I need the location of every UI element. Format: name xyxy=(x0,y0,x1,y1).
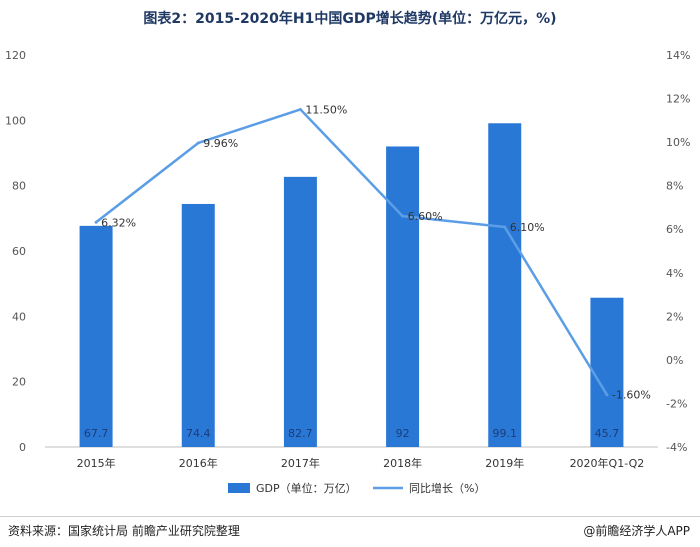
right-tick-label: 8% xyxy=(666,180,683,193)
growth-line-point xyxy=(605,393,609,397)
right-tick-label: 2% xyxy=(666,310,683,323)
right-tick-label: -2% xyxy=(666,397,687,410)
left-tick-label: 100 xyxy=(5,114,26,127)
growth-line-point xyxy=(503,225,507,229)
growth-line-label: 11.50% xyxy=(305,103,347,116)
combo-chart: 0 20 40 60 80 100 120 -4% -2% 0% 2% 4% 6% 8% 10% 12% 14… xyxy=(5,49,690,495)
left-tick-label: 0 xyxy=(19,441,26,454)
gdp-bar-label: 82.7 xyxy=(288,427,313,440)
gdp-bar-label: 45.7 xyxy=(595,427,620,440)
growth-line xyxy=(94,107,609,397)
gdp-bar-label: 74.4 xyxy=(186,427,211,440)
gdp-bar-labels: 67.7 74.4 82.7 92 99.1 45.7 xyxy=(84,427,619,440)
right-tick-label: 0% xyxy=(666,354,683,367)
left-tick-label: 60 xyxy=(12,245,26,258)
growth-line-point xyxy=(298,107,302,111)
gdp-bar-label: 92 xyxy=(396,427,410,440)
gdp-bar xyxy=(590,297,624,447)
x-tick-label: 2019年 xyxy=(485,456,524,470)
gdp-bar xyxy=(488,123,522,448)
legend-label-gdp: GDP（单位：万亿） xyxy=(256,481,357,495)
left-y-axis: 0 20 40 60 80 100 120 xyxy=(5,49,658,454)
left-tick-label: 120 xyxy=(5,49,26,62)
x-tick-label: 2015年 xyxy=(77,456,116,470)
source-note: 资料来源：国家统计局 前瞻产业研究院整理 xyxy=(8,524,240,538)
chart-title: 图表2：2015-2020年H1中国GDP增长趋势(单位：万亿元，%) xyxy=(143,11,557,27)
x-tick-label: 2016年 xyxy=(179,456,218,470)
growth-line-label: 6.32% xyxy=(101,216,136,229)
growth-line-label: 6.60% xyxy=(408,210,443,223)
right-y-axis: -4% -2% 0% 2% 4% 6% 8% 10% 12% 14% xyxy=(666,49,690,454)
x-tick-label: 2020年Q1-Q2 xyxy=(570,456,645,470)
gdp-bar xyxy=(79,225,113,447)
growth-line-label: 6.10% xyxy=(510,221,545,234)
x-tick-label: 2017年 xyxy=(281,456,320,470)
gdp-bar xyxy=(181,203,215,447)
growth-line-path xyxy=(95,108,608,396)
right-tick-label: 10% xyxy=(666,136,690,149)
growth-line-labels: 6.32% 9.96% 11.50% 6.60% 6.10% -1.60% xyxy=(101,103,651,401)
gdp-bar-label: 99.1 xyxy=(493,427,518,440)
x-axis-labels: 2015年 2016年 2017年 2018年 2019年 2020年Q1-Q2 xyxy=(77,456,645,470)
right-tick-label: -4% xyxy=(666,441,687,454)
legend-swatch-gdp xyxy=(228,483,250,493)
gdp-bars xyxy=(79,123,624,448)
growth-line-label: -1.60% xyxy=(612,389,651,402)
left-tick-label: 40 xyxy=(12,310,26,323)
growth-line-point xyxy=(196,141,200,145)
legend-label-growth: 同比增长（%） xyxy=(409,481,485,495)
gdp-bar xyxy=(386,146,420,447)
left-tick-label: 80 xyxy=(12,180,26,193)
credit: @前瞻经济学人APP xyxy=(583,524,690,538)
right-tick-label: 6% xyxy=(666,223,683,236)
right-tick-label: 14% xyxy=(666,49,690,62)
gdp-bar xyxy=(283,176,317,447)
right-tick-label: 4% xyxy=(666,267,683,280)
gdp-bar-label: 67.7 xyxy=(84,427,109,440)
x-tick-label: 2018年 xyxy=(383,456,422,470)
growth-line-label: 9.96% xyxy=(203,137,238,150)
left-tick-label: 20 xyxy=(12,376,26,389)
right-tick-label: 12% xyxy=(666,93,690,106)
growth-line-point xyxy=(94,220,98,224)
legend: GDP（单位：万亿） 同比增长（%） xyxy=(228,481,485,495)
footer: 资料来源：国家统计局 前瞻产业研究院整理 @前瞻经济学人APP xyxy=(0,516,700,547)
growth-line-point xyxy=(401,214,405,218)
